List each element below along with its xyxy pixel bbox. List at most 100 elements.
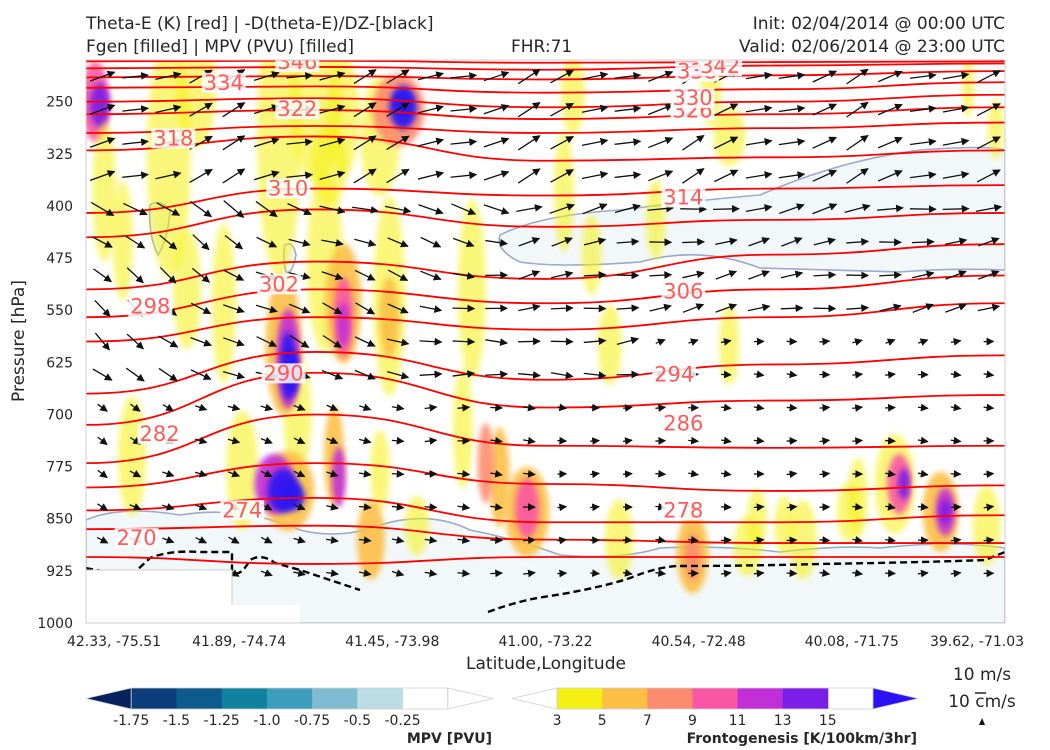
circulation-vector — [753, 403, 765, 412]
circulation-vector — [228, 536, 240, 544]
circulation-vector — [321, 271, 344, 281]
circulation-vector — [158, 335, 179, 348]
colorbar-tick: -0.5 — [344, 713, 371, 729]
circulation-vector — [89, 70, 116, 82]
circulation-vector — [720, 403, 732, 412]
circulation-vector — [155, 104, 182, 114]
circulation-vector — [326, 403, 339, 411]
circulation-vector — [557, 503, 568, 512]
circulation-vector — [256, 336, 278, 347]
theta-e-label: 314 — [663, 185, 703, 209]
circulation-vector — [358, 536, 372, 544]
circulation-vector — [125, 235, 146, 249]
theta-e-label-bg — [114, 528, 159, 549]
circulation-vector — [648, 136, 674, 149]
circulation-vector — [877, 204, 904, 213]
circulation-vector — [321, 239, 344, 247]
circulation-vector — [293, 503, 306, 511]
circulation-vector — [162, 536, 175, 544]
circulation-vector — [359, 403, 372, 412]
circulation-vector — [92, 368, 113, 381]
theta-e-contour — [86, 184, 1005, 214]
frontogenesis-blob — [987, 99, 1004, 160]
circulation-vector — [227, 469, 241, 478]
circulation-vector — [162, 469, 175, 478]
circulation-vector — [384, 205, 412, 215]
circulation-vector — [222, 168, 246, 184]
circulation-vector — [189, 168, 213, 183]
y-tick-label: 775 — [46, 460, 73, 476]
circulation-vector — [352, 206, 379, 214]
theta-e-label: 342 — [700, 54, 740, 78]
circulation-vector — [450, 105, 478, 113]
circulation-vector — [917, 403, 929, 412]
circulation-vector — [483, 104, 510, 115]
circulation-vector — [846, 304, 870, 312]
circulation-vector — [255, 200, 278, 218]
circulation-vector — [122, 72, 149, 80]
circulation-vector — [812, 136, 838, 149]
theta-e-label: 294 — [654, 363, 694, 387]
circulation-vector — [387, 269, 409, 282]
x-tick-label: 40.08, -71.75 — [805, 634, 899, 650]
circulation-vector — [155, 71, 182, 81]
circulation-vector — [358, 469, 372, 478]
theta-e-label-bg — [137, 423, 182, 444]
circulation-vector — [713, 204, 740, 213]
circulation-vector — [778, 71, 806, 80]
circulation-vector — [191, 267, 211, 283]
theta-e-contour — [86, 556, 1005, 565]
circulation-vector — [358, 569, 372, 577]
theta-e-label: 282 — [139, 422, 179, 446]
circulation-vector — [125, 367, 145, 382]
circulation-vector — [942, 204, 970, 213]
circulation-vector — [682, 238, 705, 246]
circulation-vector — [945, 303, 967, 313]
circulation-vector — [420, 236, 442, 248]
circulation-vector — [391, 403, 405, 412]
circulation-vector — [885, 469, 896, 478]
colorbar-cell — [692, 688, 739, 709]
circulation-vector — [682, 168, 705, 184]
circulation-vector — [326, 469, 339, 478]
circulation-vector — [551, 270, 574, 279]
circulation-vector — [417, 137, 444, 147]
circulation-vector — [353, 168, 377, 184]
theta-e-contour — [86, 243, 1005, 291]
circulation-vector — [227, 436, 241, 445]
colorbar-tick: -0.25 — [384, 713, 420, 729]
circulation-vector — [517, 101, 541, 118]
circulation-vector — [126, 333, 144, 350]
circulation-vector — [852, 502, 864, 511]
colorbar-cell — [221, 688, 268, 709]
circulation-vector — [90, 201, 115, 217]
circulation-vector — [779, 203, 805, 214]
colorbar-cell — [266, 688, 313, 709]
circulation-vector — [550, 169, 574, 183]
colorbar-tick: 15 — [819, 713, 837, 729]
circulation-vector — [452, 237, 475, 248]
circulation-vector — [419, 370, 443, 379]
frontogenesis-blob — [713, 106, 746, 167]
colorbar-tick: 11 — [729, 713, 747, 729]
circulation-vector — [322, 302, 343, 315]
circulation-vector — [583, 371, 607, 379]
x-axis-title: Latitude,Longitude — [466, 654, 626, 674]
circulation-vector — [583, 237, 607, 246]
theta-e-label: 322 — [277, 97, 317, 121]
circulation-vector — [942, 137, 970, 146]
y-tick-label: 550 — [46, 303, 73, 319]
theta-e-label: 278 — [663, 498, 703, 522]
terrain-block — [86, 605, 300, 623]
circulation-vector — [319, 137, 346, 147]
x-tick-label: 42.33, -75.51 — [67, 634, 161, 650]
circulation-vector — [516, 204, 543, 212]
circulation-vector — [885, 370, 896, 379]
circulation-vector — [550, 102, 574, 117]
circulation-vector — [97, 469, 108, 479]
circulation-vector — [950, 436, 962, 445]
circulation-vector — [424, 470, 438, 478]
theta-e-label: 302 — [259, 272, 299, 296]
colorbar-tick: 9 — [688, 713, 697, 729]
frontogenesis-blob — [280, 482, 305, 511]
